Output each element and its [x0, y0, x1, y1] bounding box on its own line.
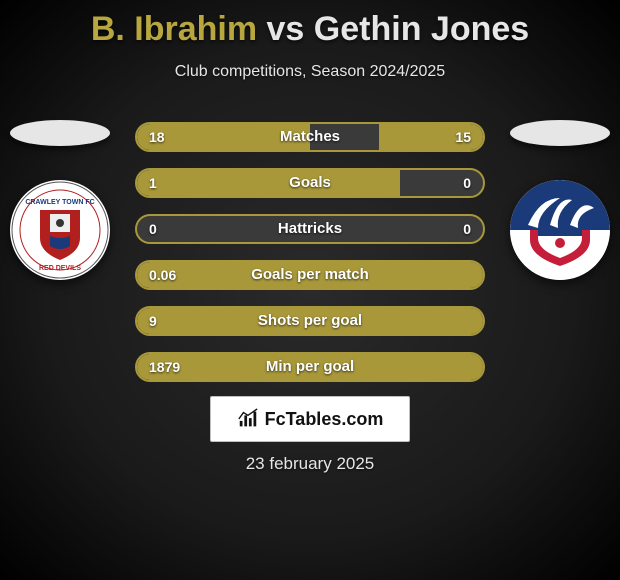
brand-text: FcTables.com [265, 409, 384, 430]
stat-label: Shots per goal [137, 308, 483, 334]
stat-row: Min per goal1879 [135, 352, 485, 382]
stat-value-right: 0 [463, 170, 471, 196]
comparison-title: B. Ibrahim vs Gethin Jones [0, 0, 620, 49]
stat-value-left: 1879 [149, 354, 180, 380]
stat-row: Goals1 0 [135, 168, 485, 198]
stat-label: Matches [137, 124, 483, 150]
stat-value-left: 0.06 [149, 262, 176, 288]
stat-value-left: 1 [149, 170, 157, 196]
stat-value-left: 9 [149, 308, 157, 334]
stat-value-left: 0 [149, 216, 157, 242]
club-badge-left: CRAWLEY TOWN FC RED DEVILS [10, 180, 110, 280]
player1-name: B. Ibrahim [91, 10, 257, 48]
svg-text:RED DEVILS: RED DEVILS [39, 265, 81, 272]
brand-badge: FcTables.com [210, 396, 410, 442]
chart-icon [237, 408, 259, 430]
stat-value-right: 0 [463, 216, 471, 242]
stat-label: Hattricks [137, 216, 483, 242]
portrait-placeholder-left [10, 120, 110, 146]
portrait-placeholder-right [510, 120, 610, 146]
stat-row: Hattricks0 0 [135, 214, 485, 244]
stat-label: Goals [137, 170, 483, 196]
club-badge-right [510, 180, 610, 280]
svg-text:CRAWLEY TOWN FC: CRAWLEY TOWN FC [25, 199, 94, 206]
stat-value-left: 18 [149, 124, 165, 150]
stat-row: Matches18 15 [135, 122, 485, 152]
club-right [510, 120, 610, 320]
stats-container: Matches1815Goals10Hattricks00Goals per m… [135, 122, 485, 398]
club-crest-right-icon [510, 180, 610, 280]
club-left: CRAWLEY TOWN FC RED DEVILS [10, 120, 110, 320]
stat-label: Goals per match [137, 262, 483, 288]
player2-name: Gethin Jones [314, 10, 529, 48]
stat-row: Shots per goal9 [135, 306, 485, 336]
stat-label: Min per goal [137, 354, 483, 380]
subtitle: Club competitions, Season 2024/2025 [0, 63, 620, 81]
stat-value-right: 15 [455, 124, 471, 150]
date-text: 23 february 2025 [0, 454, 620, 474]
club-crest-left-icon: CRAWLEY TOWN FC RED DEVILS [10, 180, 110, 280]
stat-row: Goals per match0.06 [135, 260, 485, 290]
vs-text: vs [267, 10, 305, 48]
